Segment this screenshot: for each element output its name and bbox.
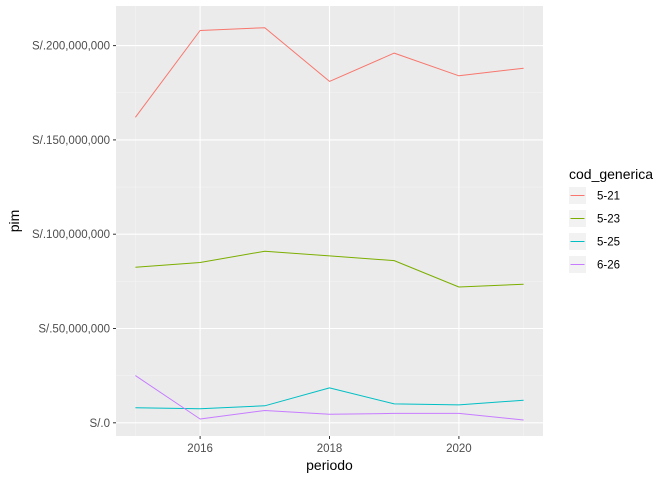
series-line-5-21 xyxy=(134,27,524,118)
x-tick-label: 2016 xyxy=(187,443,213,455)
legend-label: 6-26 xyxy=(597,260,620,272)
y-tick-label: S/.100,000,000 xyxy=(32,229,110,241)
legend-keys: 5-21 5-23 5-25 6-26 xyxy=(569,187,620,273)
legend-label: 5-25 xyxy=(597,237,620,249)
y-tick-label: S/.50,000,000 xyxy=(38,324,110,336)
legend-label: 5-21 xyxy=(597,191,620,203)
x-axis-title: periodo xyxy=(306,457,353,473)
x-tick-label: 2020 xyxy=(446,443,472,455)
legend-title: cod_generica xyxy=(569,166,653,182)
y-tick-label: S/.0 xyxy=(90,418,110,430)
legend: cod_generica 5-21 5-23 5-25 6-26 xyxy=(569,166,653,273)
x-tick-label: 2018 xyxy=(317,443,343,455)
series-line-6-26 xyxy=(135,375,524,421)
y-tick-label: S/.150,000,000 xyxy=(32,135,110,147)
y-axis-title: pim xyxy=(6,210,22,233)
series-line-5-25 xyxy=(135,387,524,410)
series-lines xyxy=(134,27,524,421)
y-tick-label: S/.200,000,000 xyxy=(32,41,110,53)
major-gridlines xyxy=(116,6,543,436)
series-line-5-23 xyxy=(135,250,524,288)
y-axis: S/.0 S/.50,000,000 S/.100,000,000 S/.150,00… xyxy=(32,41,116,430)
x-axis: 2016 2018 2020 xyxy=(187,436,472,455)
legend-label: 5-23 xyxy=(597,214,620,226)
